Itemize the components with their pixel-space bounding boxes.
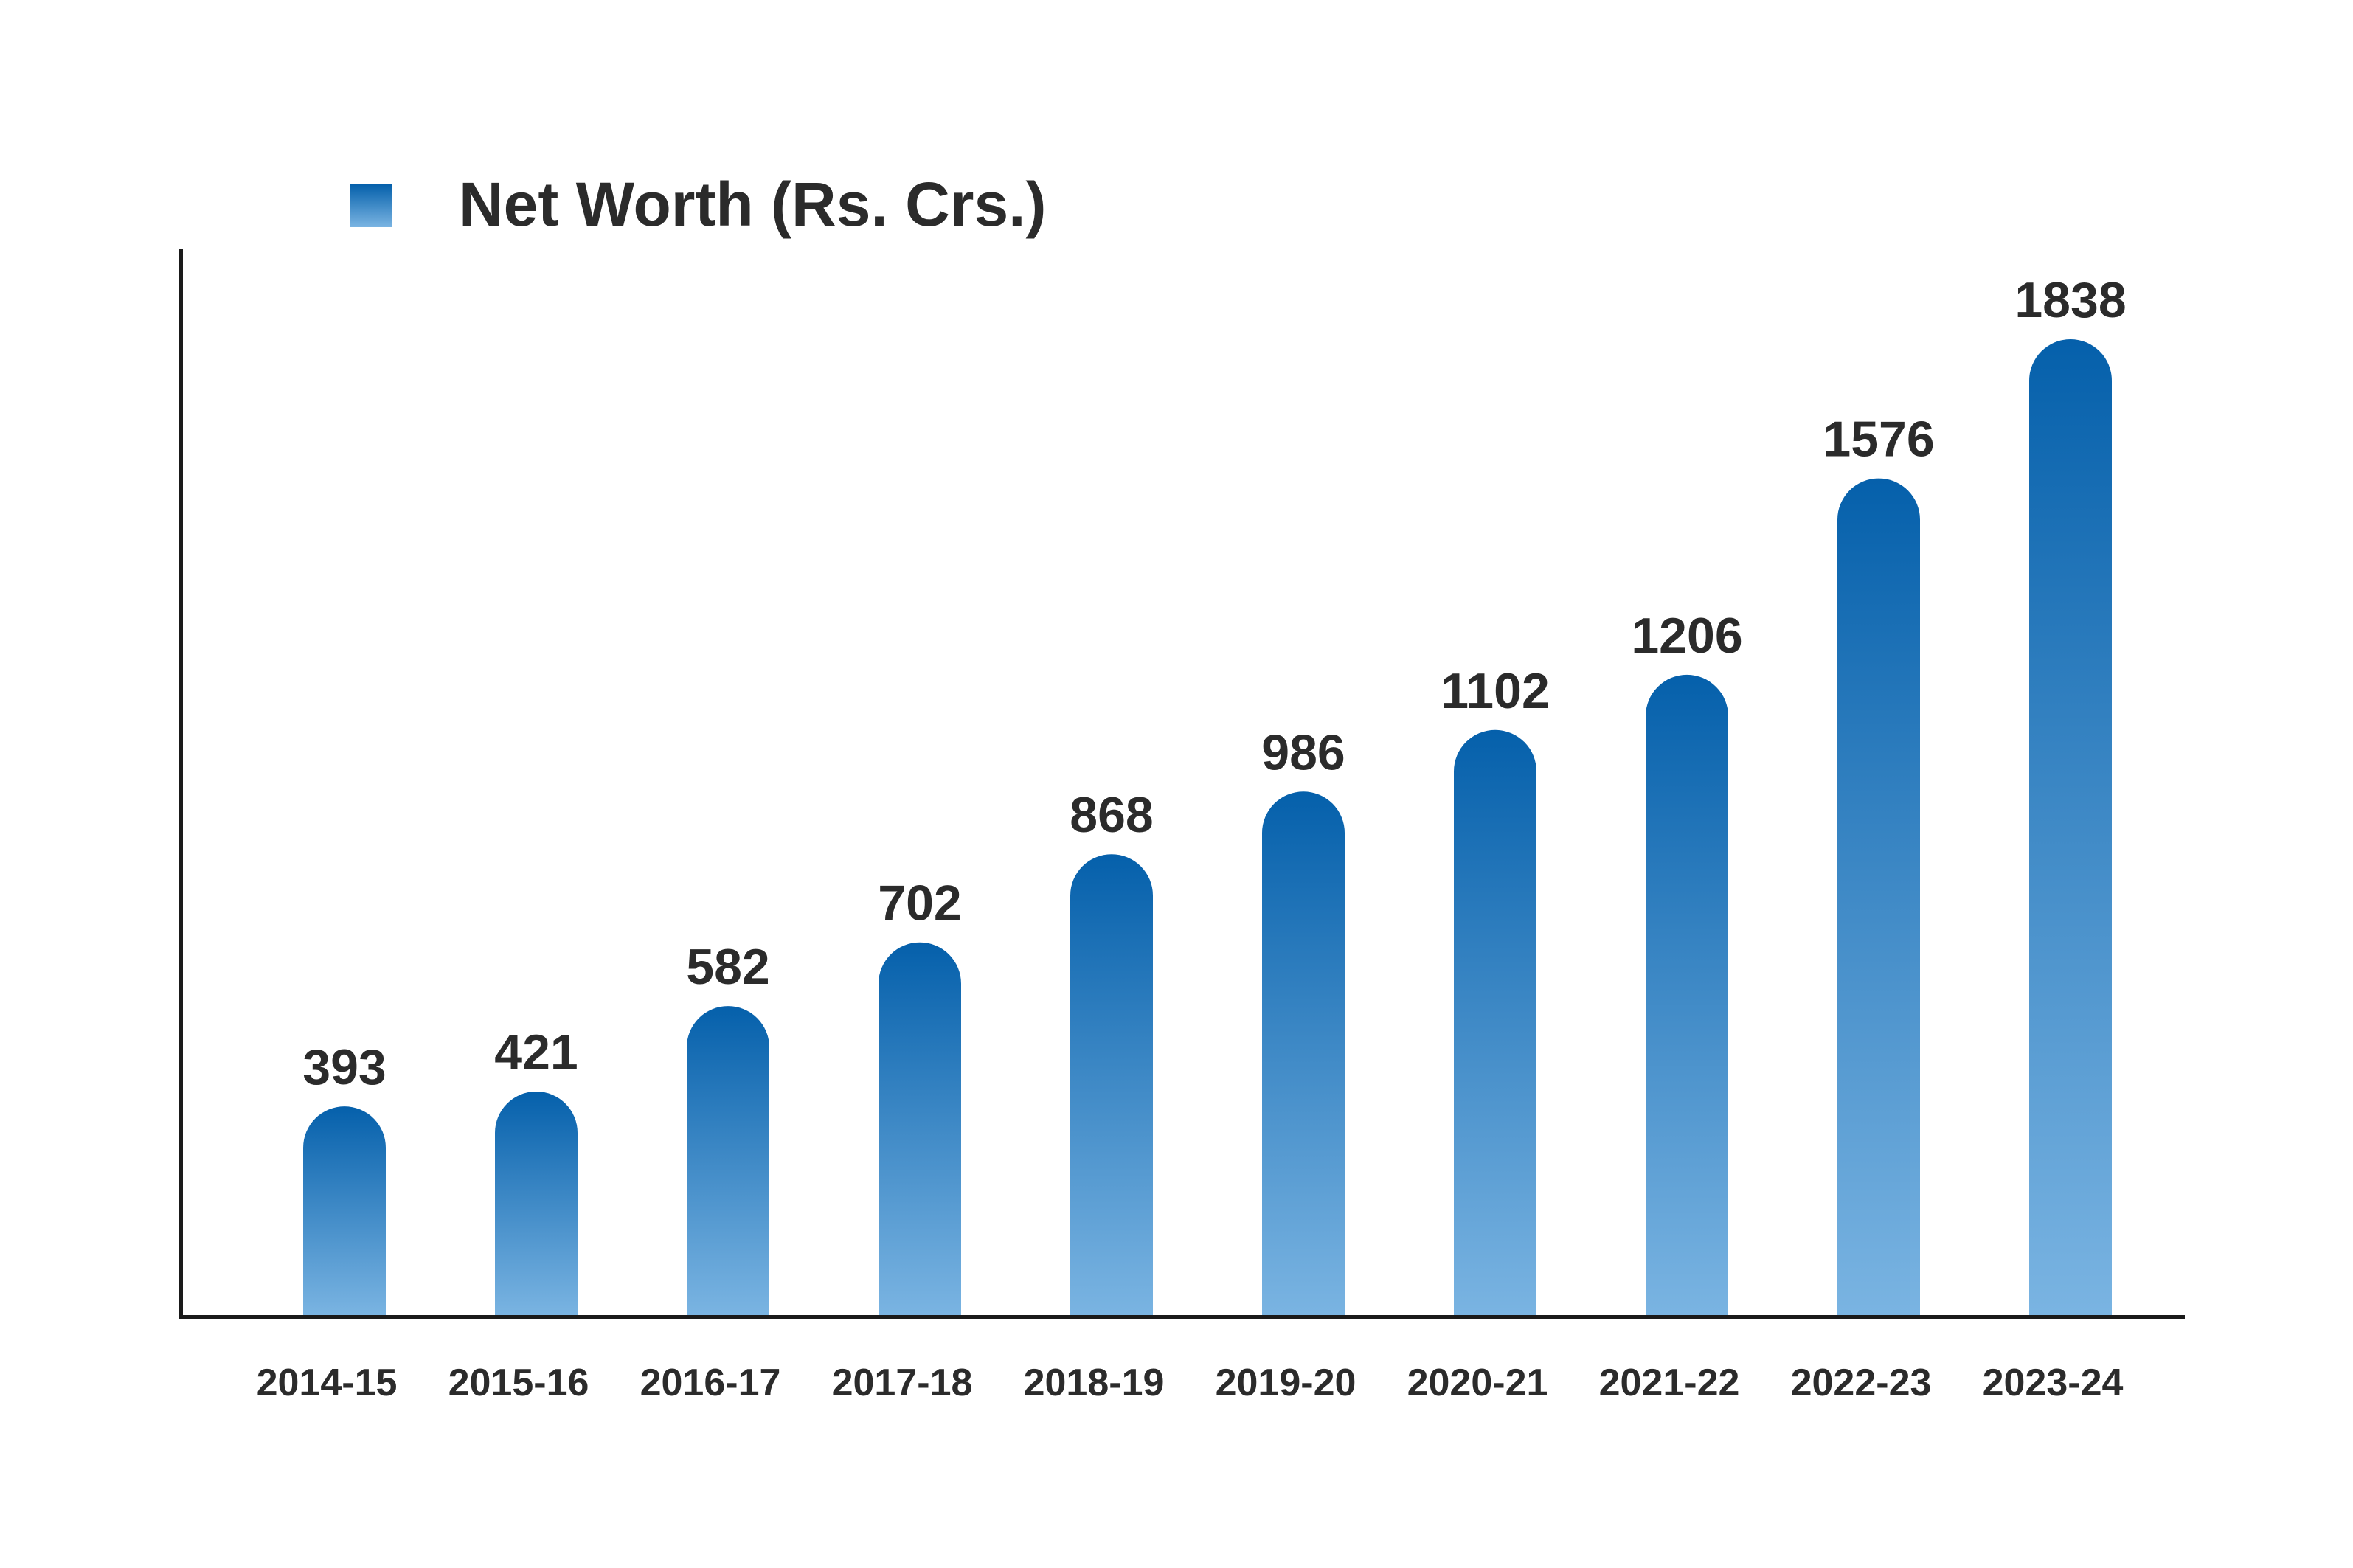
bars-group (303, 339, 2112, 1315)
x-tick-label-2023-24: 2023-24 (1983, 1361, 2124, 1404)
bar-2015-16 (495, 1091, 578, 1315)
value-label-2016-17: 582 (686, 939, 769, 995)
x-tick-label-2017-18: 2017-18 (832, 1361, 973, 1404)
value-labels-group: 393 421 582 702 868 986 1102 1206 1576 1838 (302, 272, 2126, 1095)
bar-2023-24 (2029, 339, 2112, 1315)
value-label-2019-20: 986 (1261, 724, 1345, 780)
x-tick-label-2014-15: 2014-15 (257, 1361, 398, 1404)
x-tick-label-2022-23: 2022-23 (1791, 1361, 1932, 1404)
x-tick-label-2015-16: 2015-16 (448, 1361, 589, 1404)
bar-2021-22 (1646, 674, 1728, 1315)
x-tick-label-2019-20: 2019-20 (1216, 1361, 1356, 1404)
value-label-2021-22: 1206 (1631, 608, 1742, 664)
value-label-2020-21: 1102 (1441, 663, 1550, 719)
value-label-2015-16: 421 (494, 1024, 578, 1080)
x-tick-labels-group: 2014-15 2015-16 2016-17 2017-18 2018-19 2019-… (257, 1361, 2124, 1404)
value-label-2017-18: 702 (878, 875, 961, 932)
legend-label: Net Worth (Rs. Crs.) (459, 170, 1046, 239)
legend: Net Worth (Rs. Crs.) (350, 170, 1046, 239)
x-tick-label-2016-17: 2016-17 (640, 1361, 781, 1404)
value-label-2018-19: 868 (1070, 787, 1153, 843)
bar-2022-23 (1837, 478, 1920, 1315)
value-label-2014-15: 393 (302, 1039, 386, 1095)
bar-2017-18 (879, 942, 961, 1315)
value-label-2022-23: 1576 (1823, 412, 1934, 468)
bar-2019-20 (1262, 791, 1345, 1315)
bar-2018-19 (1070, 854, 1153, 1315)
bar-2014-15 (303, 1106, 386, 1315)
x-tick-label-2021-22: 2021-22 (1599, 1361, 1740, 1404)
legend-swatch (350, 184, 392, 227)
bar-2020-21 (1454, 729, 1536, 1315)
bar-2016-17 (687, 1006, 769, 1315)
x-tick-label-2020-21: 2020-21 (1407, 1361, 1548, 1404)
value-label-2023-24: 1838 (2014, 272, 2126, 328)
x-tick-label-2018-19: 2018-19 (1024, 1361, 1165, 1404)
